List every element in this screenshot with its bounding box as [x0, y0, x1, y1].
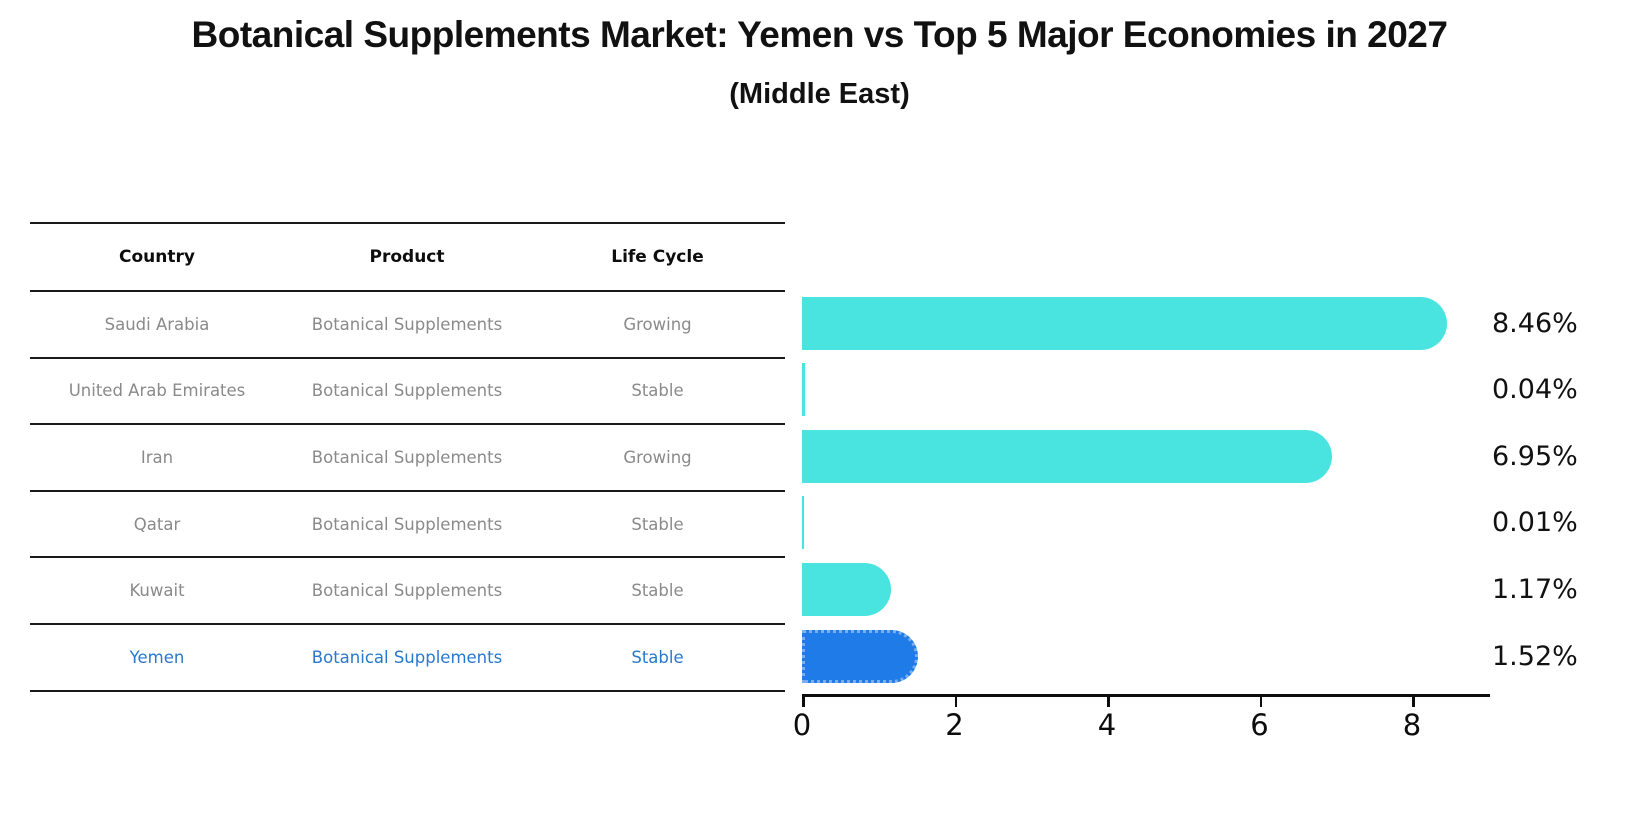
x-axis-tick: [1259, 697, 1262, 707]
cell-country: Iran: [140, 447, 174, 467]
cell-life-cycle: Stable: [631, 514, 684, 534]
x-axis-tick: [1107, 697, 1110, 707]
bar-saudi-arabia: [802, 296, 1448, 350]
table-header-row: Country Product Life Cycle: [30, 224, 785, 292]
x-axis-tick-label: 6: [1250, 708, 1269, 742]
value-label: 0.01%: [1492, 507, 1578, 539]
cell-life-cycle: Growing: [623, 447, 692, 467]
value-label: 1.52%: [1492, 640, 1578, 672]
cell-country: Yemen: [129, 647, 185, 667]
x-axis-tick: [954, 697, 957, 707]
column-header-country: Country: [119, 247, 195, 267]
comparison-table: Country Product Life Cycle Saudi Arabia B…: [30, 222, 785, 692]
column-header-life-cycle: Life Cycle: [611, 247, 704, 267]
cell-life-cycle: Stable: [631, 581, 684, 601]
bar-yemen: [802, 629, 918, 683]
x-axis-tick-label: 2: [945, 708, 964, 742]
cell-country: Kuwait: [129, 581, 185, 601]
cell-product: Botanical Supplements: [311, 647, 503, 667]
x-axis-tick-label: 8: [1402, 708, 1422, 742]
bar-united-arab-emirates: [802, 363, 806, 417]
table-row: Saudi Arabia Botanical Supplements Growing: [30, 292, 785, 359]
table-row: Qatar Botanical Supplements Stable: [30, 492, 785, 559]
value-label: 0.04%: [1492, 374, 1578, 406]
x-axis-tick-label: 4: [1097, 708, 1117, 742]
cell-product: Botanical Supplements: [311, 381, 503, 401]
x-axis-tick-label: 0: [792, 708, 812, 742]
bar-qatar: [802, 496, 804, 550]
cell-product: Botanical Supplements: [311, 514, 503, 534]
bar-kuwait: [802, 562, 892, 616]
bar-iran: [802, 429, 1332, 483]
value-label: 8.46%: [1492, 307, 1578, 339]
table-row: Yemen Botanical Supplements Stable: [30, 625, 785, 692]
cell-product: Botanical Supplements: [311, 447, 503, 467]
x-axis-tick: [802, 697, 805, 707]
x-axis-tick: [1412, 697, 1415, 707]
cell-country: Saudi Arabia: [104, 314, 210, 334]
cell-country: United Arab Emirates: [68, 381, 246, 401]
value-label: 1.17%: [1492, 573, 1578, 605]
x-axis-line: [802, 694, 1490, 697]
cell-life-cycle: Growing: [623, 314, 692, 334]
cell-life-cycle: Stable: [631, 647, 684, 667]
table-row: Iran Botanical Supplements Growing: [30, 425, 785, 492]
cell-life-cycle: Stable: [631, 381, 684, 401]
column-header-product: Product: [369, 247, 445, 267]
chart-subtitle: (Middle East): [729, 78, 910, 110]
table-row: United Arab Emirates Botanical Supplement…: [30, 359, 785, 426]
cell-country: Qatar: [133, 514, 181, 534]
cell-product: Botanical Supplements: [311, 581, 503, 601]
table-row: Kuwait Botanical Supplements Stable: [30, 558, 785, 625]
chart-title: Botanical Supplements Market: Yemen vs T…: [191, 14, 1448, 55]
value-label: 6.95%: [1492, 440, 1578, 472]
cell-product: Botanical Supplements: [311, 314, 503, 334]
